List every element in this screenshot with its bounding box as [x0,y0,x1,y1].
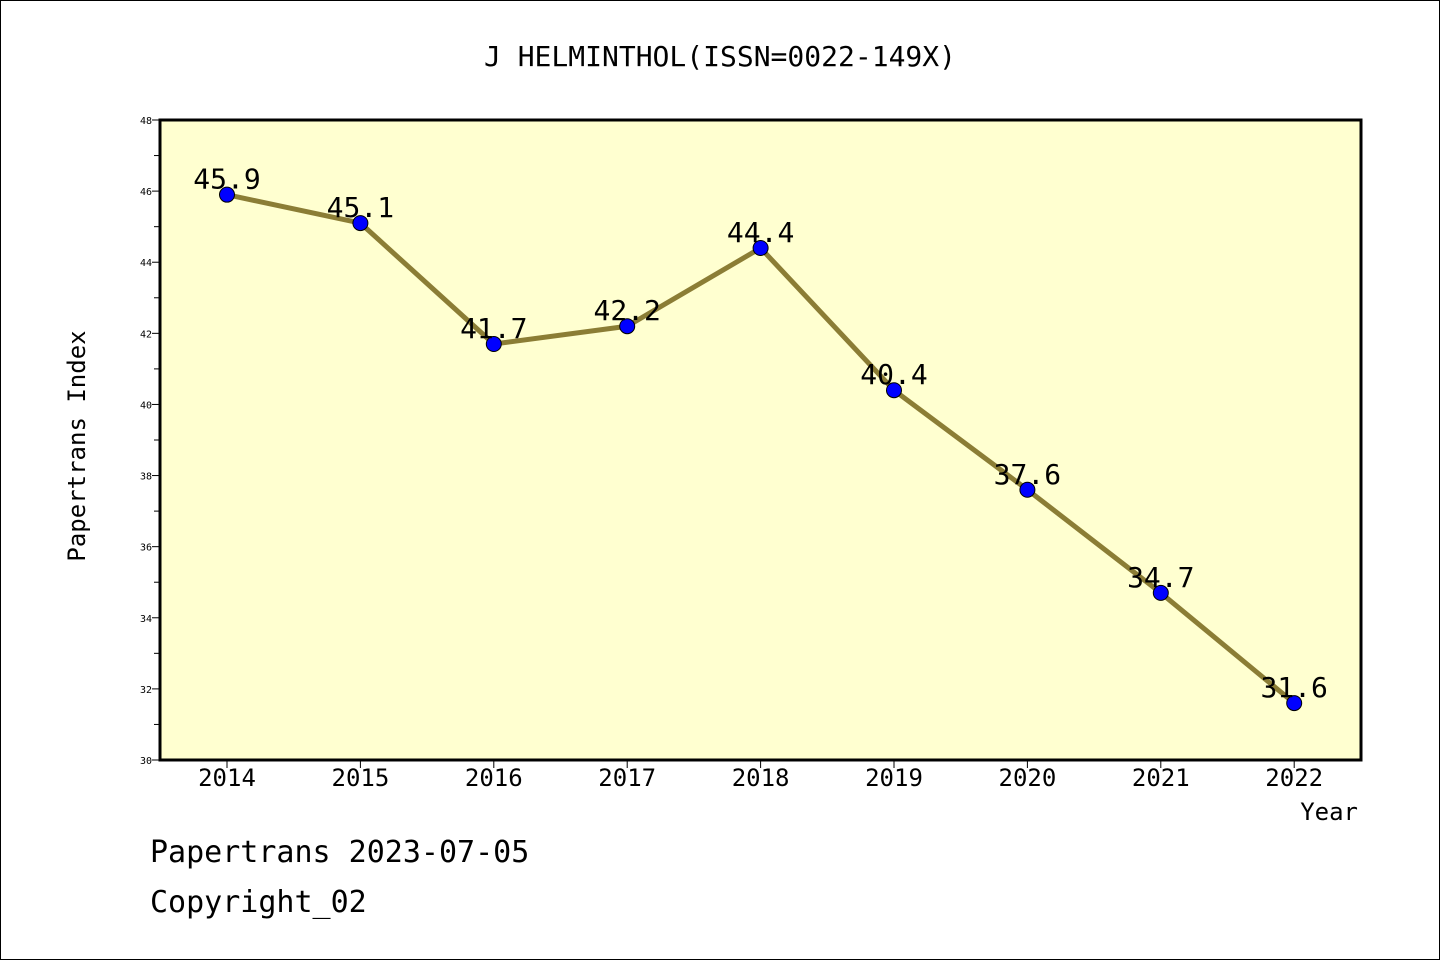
x-axis: 2014 2015 2016 2017 2018 2019 2020 2021 2022 [198,760,1323,792]
data-point [886,382,902,399]
series-line-group [219,186,1303,712]
data-label: 34.7 [1127,561,1194,594]
data-point [352,215,369,232]
x-axis-label: Year [1300,798,1358,826]
x-tick-label: 2022 [1265,764,1323,792]
data-point [1286,695,1303,712]
data-label: 40.4 [860,358,927,391]
data-point [485,336,502,352]
data-point [619,318,636,335]
data-point [219,186,235,203]
y-tick-label: 46 [140,187,152,198]
y-tick-label: 48 [140,116,152,127]
x-tick-label: 2015 [332,764,390,792]
y-tick-label: 40 [140,400,152,411]
y-tick-label: 42 [140,329,152,340]
footer-copyright: Copyright_02 [150,885,367,920]
data-point [1019,481,1036,498]
data-label: 41.7 [460,312,527,345]
y-tick-label: 38 [140,472,152,483]
data-labels: 45.9 45.1 41.7 42.2 44.4 40.4 37.6 34.7 31.6 [193,163,1328,704]
x-tick-label: 2021 [1132,764,1190,792]
data-label: 37.6 [994,458,1061,491]
data-label: 44.4 [727,216,794,249]
x-tick-label: 2016 [465,764,523,792]
data-point [752,240,769,256]
x-tick-label: 2018 [732,764,790,792]
y-axis: 30 32 34 36 38 40 42 44 46 48 [140,116,160,767]
footer-date: Papertrans 2023-07-05 [150,835,530,870]
data-point [1152,584,1169,601]
y-axis-label: Papertrans Index [63,330,91,561]
x-tick-label: 2020 [999,764,1057,792]
y-tick-label: 32 [140,685,152,696]
chart-title: J HELMINTHOL(ISSN=0022-149X) [484,40,956,73]
data-label: 31.6 [1260,671,1327,704]
y-tick-label: 36 [140,543,152,554]
y-tick-label: 34 [140,614,152,625]
y-tick-label: 44 [140,258,152,269]
x-tick-label: 2014 [198,764,256,792]
x-tick-label: 2019 [865,764,923,792]
data-label: 42.2 [593,294,660,327]
data-label: 45.1 [327,191,394,224]
y-tick-label: 30 [140,756,152,767]
x-tick-label: 2017 [598,764,656,792]
data-label: 45.9 [193,163,260,196]
